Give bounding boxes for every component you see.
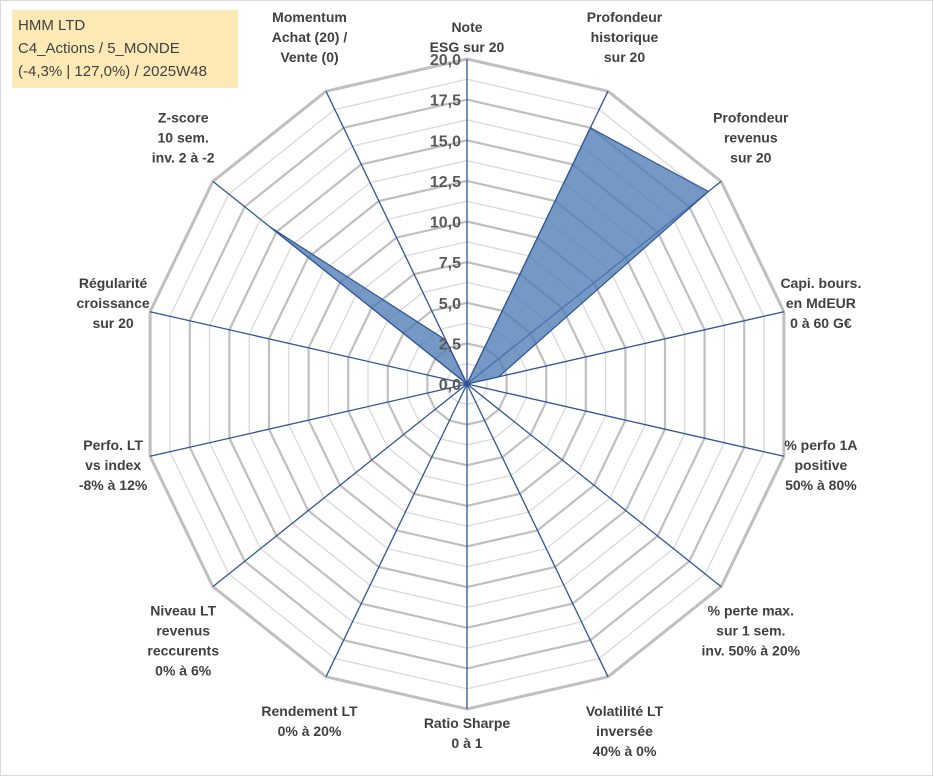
tick-label-3: 7,5 — [439, 255, 461, 272]
info-category: C4_Actions / 5_MONDE — [18, 40, 180, 57]
tick-label-2: 5,0 — [439, 296, 461, 313]
radar-series — [269, 126, 710, 386]
axis-label-13-line-2: Vente (0) — [280, 49, 338, 65]
axis-label-2-line-1: revenus — [724, 130, 778, 146]
axis-label-12-line-2: inv. 2 à -2 — [152, 150, 215, 166]
axis-label-3-line-2: 0 à 60 G€ — [790, 315, 852, 331]
axis-label-11-line-1: croissance — [77, 295, 150, 311]
tick-label-4: 10,0 — [430, 215, 461, 232]
axis-label-7-line-1: 0 à 1 — [451, 735, 482, 751]
axis-label-9-line-3: 0% à 6% — [155, 662, 212, 678]
spoke-8 — [325, 383, 468, 678]
spoke-10 — [149, 383, 468, 457]
axis-label-12-line-1: 10 sem. — [158, 130, 209, 146]
tick-label-0: 0,0 — [439, 377, 461, 394]
spoke-4 — [466, 383, 785, 457]
axis-label-10-line-0: Perfo. LT — [83, 437, 143, 453]
axis-label-6-line-2: 40% à 0% — [593, 743, 657, 759]
tick-label-6: 15,0 — [430, 133, 461, 150]
axis-label-13-line-1: Achat (20) / — [272, 29, 348, 45]
axis-label-6-line-1: inversée — [596, 723, 653, 739]
axis-label-7-line-0: Ratio Sharpe — [424, 715, 511, 731]
radar-axis-labels: Note ESG sur 20 Profondeur historique sur 20… — [77, 9, 862, 759]
tick-label-7: 17,5 — [430, 93, 461, 110]
axis-label-8-line-1: 0% à 20% — [278, 723, 342, 739]
spoke-9 — [212, 383, 468, 588]
axis-label-12-line-0: Z-score — [158, 110, 209, 126]
axis-label-9-line-1: revenus — [156, 622, 210, 638]
axis-label-10-line-1: vs index — [85, 457, 141, 473]
info-box: HMM LTD C4_Actions / 5_MONDE (-4,3% | 12… — [12, 10, 238, 88]
spoke-13 — [325, 90, 468, 385]
axis-label-9-line-2: reccurents — [147, 642, 219, 658]
spoke-6 — [466, 383, 609, 678]
axis-label-5-line-1: sur 1 sem. — [716, 622, 785, 638]
tick-label-8: 20,0 — [430, 52, 461, 69]
spoke-5 — [466, 383, 722, 588]
spoke-3 — [466, 311, 785, 385]
axis-label-11-line-0: Régularité — [79, 275, 148, 291]
radar-tick-labels: 0,0 2,5 5,0 7,5 10,0 12,5 15,0 17,5 20,0 — [430, 52, 461, 394]
axis-label-1-line-0: Profondeur — [587, 9, 663, 25]
axis-label-1-line-2: sur 20 — [604, 49, 645, 65]
axis-label-5-line-2: inv. 50% à 20% — [702, 642, 801, 658]
spoke-11 — [149, 311, 468, 385]
axis-label-8-line-0: Rendement LT — [261, 703, 358, 719]
axis-label-6-line-0: Volatilité LT — [586, 703, 664, 719]
axis-label-2-line-2: sur 20 — [730, 150, 771, 166]
axis-label-0-line-1: ESG sur 20 — [430, 39, 505, 55]
axis-label-3-line-1: en MdEUR — [786, 295, 856, 311]
axis-label-2-line-0: Profondeur — [713, 110, 789, 126]
axis-label-1-line-1: historique — [591, 29, 659, 45]
axis-label-11-line-2: sur 20 — [92, 315, 133, 331]
axis-label-4-line-2: 50% à 80% — [785, 477, 857, 493]
tick-label-1: 2,5 — [439, 336, 461, 353]
axis-label-13-line-0: Momentum — [272, 9, 347, 25]
tick-label-5: 12,5 — [430, 174, 461, 191]
axis-label-5-line-0: % perte max. — [708, 602, 794, 618]
info-performance: (-4,3% | 127,0%) / 2025W48 — [18, 63, 207, 80]
axis-label-4-line-1: positive — [794, 457, 847, 473]
axis-label-3-line-0: Capi. bours. — [780, 275, 861, 291]
axis-label-0-line-0: Note — [451, 19, 482, 35]
axis-label-10-line-2: -8% à 12% — [79, 477, 148, 493]
info-company-name: HMM LTD — [18, 17, 86, 34]
axis-label-9-line-0: Niveau LT — [150, 602, 216, 618]
axis-label-4-line-0: % perfo 1A — [784, 437, 857, 453]
series-area — [269, 126, 710, 386]
